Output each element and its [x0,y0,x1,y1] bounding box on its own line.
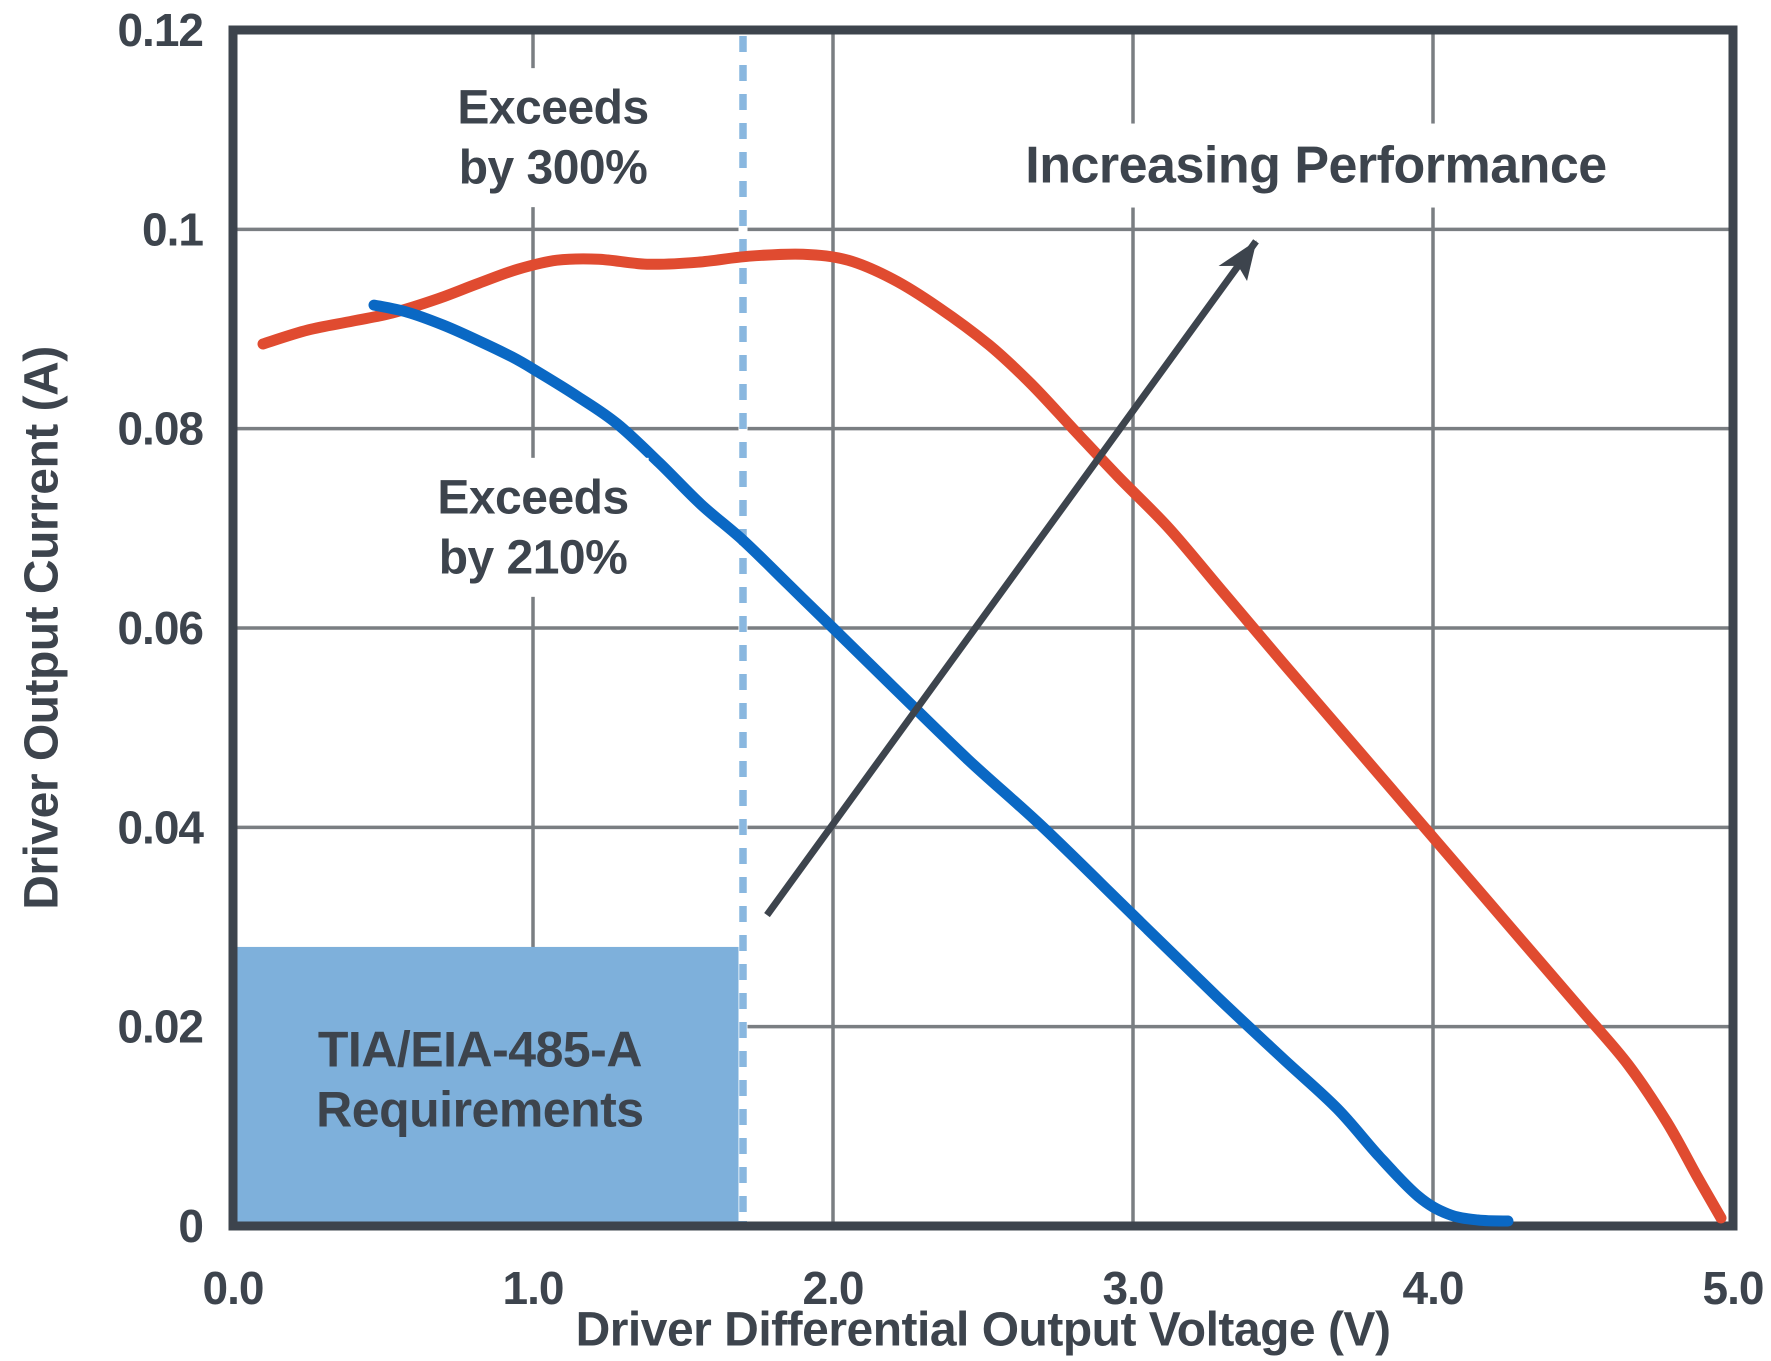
label-210: Exceeds by 210% [417,457,649,597]
label-performance: Increasing Performance [1005,123,1627,208]
y-tick-label: 0.08 [117,403,203,455]
requirement-region-box [233,946,747,1226]
annotations: Exceeds by 300% Exceeds by 210% Increasing P… [316,68,1627,1137]
label-300-text: Exceeds by 300% [457,81,648,194]
y-tick-label: 0.1 [142,203,203,255]
y-axis-title: Driver Output Current (A) [16,346,69,910]
tick-labels: 0.0 1.0 2.0 3.0 4.0 5.0 0 0.02 0.04 0.06 0.08 0.1 0.… [117,4,1764,1314]
x-tick-label: 1.0 [503,1262,564,1314]
label-region: TIA/EIA-485-A Requirements [316,1021,644,1137]
x-tick-label: 5.0 [1703,1262,1764,1314]
label-210-plate [417,457,649,597]
label-region-text: TIA/EIA-485-A Requirements [316,1021,643,1137]
plot-border [228,25,1738,1231]
y-tick-label: 0.06 [117,602,203,654]
exceeds-300-curve [257,248,1727,1224]
y-tick-label: 0.04 [117,801,204,853]
y-tick-label: 0 [178,1200,203,1252]
x-tick-label: 0.0 [203,1262,264,1314]
label-300: Exceeds by 300% [437,68,669,208]
x-tick-label: 2.0 [803,1262,864,1314]
requirement-region [233,946,747,1226]
series-curves [257,248,1727,1227]
x-axis-title: Driver Differential Output Voltage (V) [576,1304,1391,1357]
y-tick-label: 0.12 [117,4,203,56]
performance-arrow [764,239,1259,918]
label-300-plate [437,68,669,208]
label-performance-text: Increasing Performance [1025,137,1606,195]
performance-arrow-line [764,239,1259,918]
label-210-text: Exceeds by 210% [437,471,628,584]
x-tick-label: 4.0 [1403,1262,1464,1314]
label-performance-plate [1005,123,1627,208]
y-tick-label: 0.02 [117,1001,203,1053]
x-tick-label: 3.0 [1103,1262,1164,1314]
exceeds-210-curve [368,299,1514,1227]
